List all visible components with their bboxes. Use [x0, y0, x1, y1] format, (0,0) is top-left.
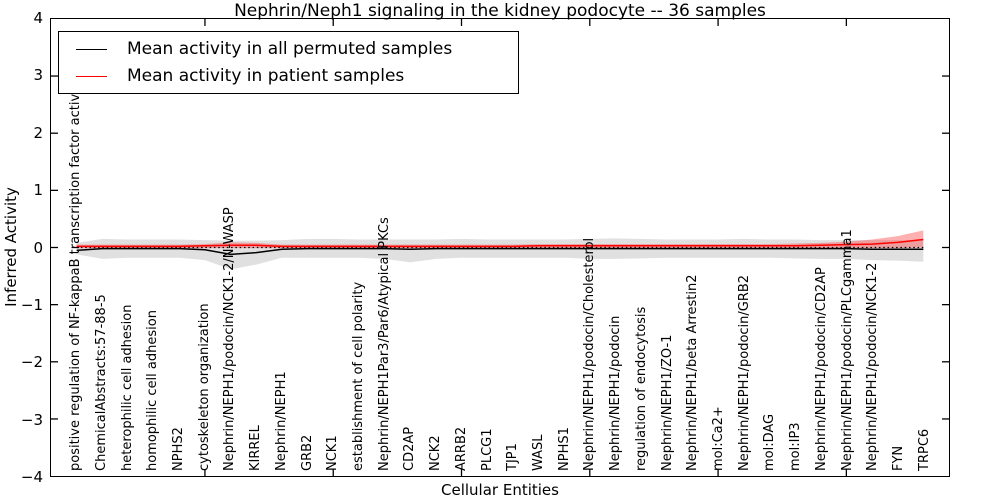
x-tick-label: heterophilic cell adhesion [120, 304, 135, 472]
chart-title: Nephrin/Neph1 signaling in the kidney po… [234, 1, 766, 21]
x-tick-label: KIRREL [248, 425, 263, 471]
x-tick-label: Nephrin/NEPH1/podocin/Cholesterol [582, 237, 597, 471]
x-tick-label: WASL [531, 434, 546, 471]
x-tick-label: TRPC6 [917, 428, 932, 471]
legend-item-permuted: Mean activity in all permuted samples [59, 39, 518, 59]
x-tick-label: FYN [891, 445, 906, 471]
y-tick-label: −3 [20, 410, 43, 429]
x-tick-label: mol:IP3 [788, 422, 803, 471]
x-tick-label: PLCG1 [480, 428, 495, 471]
x-tick-label: ARRB2 [454, 426, 469, 471]
y-tick-label: 2 [33, 123, 43, 142]
plot-svg [51, 19, 949, 476]
x-tick-label: Nephrin/NEPH1Par3/Par6/Atypical PKCs [377, 217, 392, 471]
y-tick-label: −4 [20, 468, 43, 487]
x-tick-label: Nephrin/NEPH1/podocin/GRB2 [737, 274, 752, 471]
x-tick-label: NPHS2 [171, 427, 186, 471]
x-tick-label: NPHS1 [557, 427, 572, 471]
x-tick-label: regulation of endocytosis [634, 306, 649, 471]
x-tick-label: mol:DAG [762, 413, 777, 471]
x-tick-label: homophilic cell adhesion [145, 310, 160, 471]
legend-label-patient: Mean activity in patient samples [127, 66, 405, 86]
x-tick-label: GRB2 [300, 434, 315, 471]
x-tick-label: cytoskeleton organization [197, 303, 212, 471]
x-tick-label: Nephrin/NEPH1/beta Arrestin2 [685, 274, 700, 472]
x-tick-label: Nephrin/NEPH1/podocin/NCK1-2/N-WASP [222, 207, 237, 471]
y-tick-label: −2 [20, 353, 43, 372]
x-tick-label: CD2AP [402, 426, 417, 471]
x-tick-labels: positive regulation of NF-kappaB transcr… [0, 94, 1000, 480]
x-tick-label: establishment of cell polarity [351, 281, 366, 471]
permuted-line-swatch [76, 48, 107, 50]
x-tick-label: positive regulation of NF-kappaB transcr… [68, 94, 83, 471]
permuted-mean-line [76, 247, 924, 256]
legend: Mean activity in all permuted samples Me… [58, 31, 519, 94]
x-tick-label: NCK2 [428, 435, 443, 471]
x-tick-label: Nephrin/NEPH1 [274, 371, 289, 471]
x-tick-label: ChemicalAbstracts:57-88-5 [94, 294, 109, 471]
patient-line-swatch [76, 75, 107, 77]
x-tick-label: Nephrin/NEPH1/ZO-1 [660, 334, 675, 471]
legend-label-permuted: Mean activity in all permuted samples [127, 39, 453, 59]
y-tick-label: 4 [33, 8, 43, 27]
x-axis-label: Cellular Entities [441, 481, 559, 499]
x-tick-label: Nephrin/NEPH1/podocin/PLCgamma1 [840, 229, 855, 471]
x-tick-label: mol:Ca2+ [711, 406, 726, 471]
x-tick-label: Nephrin/NEPH1/podocin/CD2AP [814, 267, 829, 471]
plot-area [50, 18, 950, 477]
y-tick-label: 1 [33, 181, 43, 200]
x-tick-label: Nephrin/NEPH1/podocin/NCK1-2 [865, 262, 880, 471]
x-tick-label: TJP1 [505, 443, 520, 471]
y-tick-label: 0 [33, 238, 43, 257]
y-tick-label: −1 [20, 295, 43, 314]
x-tick-label: Nephrin/NEPH1/podocin [608, 315, 623, 471]
legend-item-patient: Mean activity in patient samples [59, 66, 518, 86]
patient-mean-line [76, 238, 924, 248]
x-tick-label: NCK1 [325, 435, 340, 471]
y-tick-label: 3 [33, 66, 43, 85]
